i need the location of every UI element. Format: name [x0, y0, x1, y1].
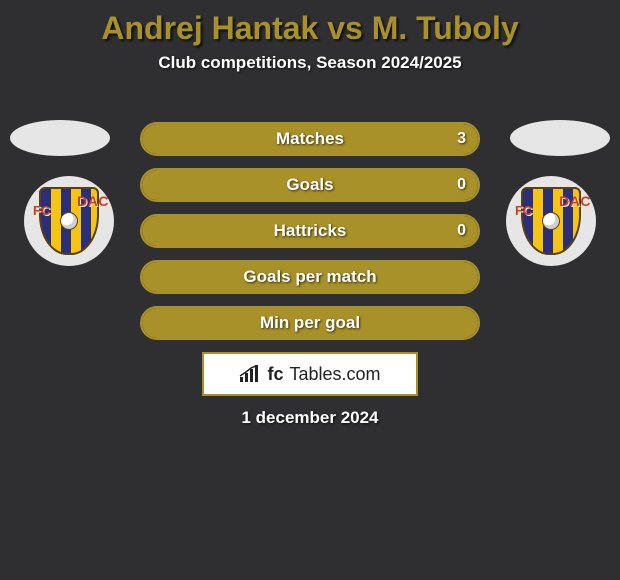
club-dac-label-left: DAC [77, 193, 109, 209]
club-badge-right: FC DAC [506, 176, 596, 266]
club-fc-label-right: FC [515, 203, 532, 218]
stat-label: Goals per match [243, 267, 376, 287]
stat-row-min-per-goal: Min per goal [140, 306, 480, 340]
club-crest-left: FC DAC [39, 187, 99, 255]
page-subtitle: Club competitions, Season 2024/2025 [0, 53, 620, 73]
date-label: 1 december 2024 [0, 408, 620, 428]
stat-row-goals-per-match: Goals per match [140, 260, 480, 294]
club-fc-label-left: FC [33, 203, 50, 218]
stat-row-goals: Goals 0 [140, 168, 480, 202]
stat-row-matches: Matches 3 [140, 122, 480, 156]
stat-label: Matches [276, 129, 344, 149]
footer-brand-fc: fc [267, 364, 283, 385]
page-title: Andrej Hantak vs M. Tuboly [0, 0, 620, 47]
stat-label: Hattricks [274, 221, 347, 241]
stat-value-right: 0 [457, 222, 466, 240]
stats-panel: Matches 3 Goals 0 Hattricks 0 Goals per … [140, 122, 480, 352]
ball-icon [60, 212, 78, 230]
club-badge-left: FC DAC [24, 176, 114, 266]
player-photo-placeholder-left [10, 120, 110, 156]
club-dac-label-right: DAC [559, 193, 591, 209]
stat-label: Min per goal [260, 313, 360, 333]
ball-icon [542, 212, 560, 230]
player-photo-placeholder-right [510, 120, 610, 156]
stat-row-hattricks: Hattricks 0 [140, 214, 480, 248]
stat-value-right: 0 [457, 176, 466, 194]
club-crest-right: FC DAC [521, 187, 581, 255]
stat-label: Goals [286, 175, 333, 195]
footer-brand-box[interactable]: fc Tables.com [202, 352, 418, 396]
stat-value-right: 3 [457, 130, 466, 148]
footer-brand-tables: Tables.com [289, 364, 380, 385]
bar-chart-icon [239, 365, 261, 383]
